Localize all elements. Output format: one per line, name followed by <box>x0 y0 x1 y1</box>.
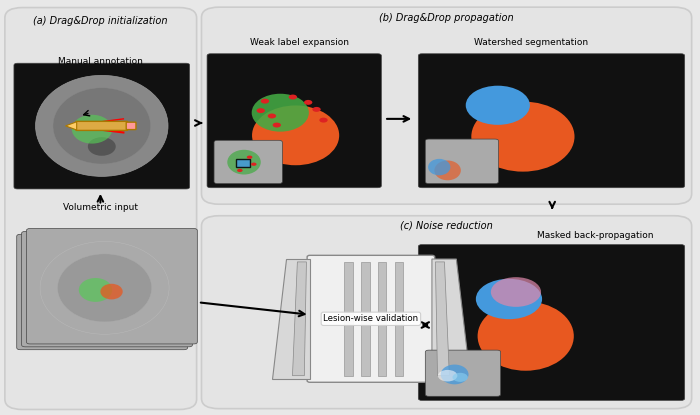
Text: Watershed segmentation: Watershed segmentation <box>474 38 588 46</box>
Circle shape <box>319 117 328 122</box>
Text: Weak label expansion: Weak label expansion <box>251 38 349 46</box>
Circle shape <box>272 122 281 127</box>
Polygon shape <box>272 259 310 378</box>
FancyBboxPatch shape <box>22 232 192 347</box>
Text: (b) Drag&Drop propagation: (b) Drag&Drop propagation <box>379 13 514 23</box>
Bar <box>344 262 353 376</box>
Bar <box>378 262 386 376</box>
Bar <box>361 262 370 376</box>
Ellipse shape <box>252 94 309 132</box>
FancyBboxPatch shape <box>207 54 382 188</box>
Ellipse shape <box>440 364 468 384</box>
Ellipse shape <box>491 277 541 307</box>
Circle shape <box>247 156 253 159</box>
FancyBboxPatch shape <box>426 139 498 183</box>
Ellipse shape <box>435 161 461 180</box>
Circle shape <box>267 114 276 118</box>
Circle shape <box>312 107 321 112</box>
FancyBboxPatch shape <box>202 7 692 204</box>
Ellipse shape <box>252 105 340 165</box>
Text: (c) Noise reduction: (c) Noise reduction <box>400 221 493 231</box>
Circle shape <box>237 169 243 172</box>
Ellipse shape <box>428 159 450 176</box>
Circle shape <box>288 95 297 100</box>
FancyBboxPatch shape <box>76 121 127 130</box>
Circle shape <box>304 100 312 105</box>
Text: Masked back-propagation: Masked back-propagation <box>537 232 654 240</box>
FancyBboxPatch shape <box>307 255 435 382</box>
Polygon shape <box>66 122 77 130</box>
Circle shape <box>261 99 269 104</box>
FancyBboxPatch shape <box>17 234 188 350</box>
Ellipse shape <box>228 150 261 175</box>
FancyBboxPatch shape <box>126 122 136 129</box>
Ellipse shape <box>476 279 542 319</box>
FancyBboxPatch shape <box>419 244 685 400</box>
FancyBboxPatch shape <box>419 54 685 188</box>
Polygon shape <box>435 262 449 376</box>
Ellipse shape <box>477 301 574 371</box>
FancyBboxPatch shape <box>202 216 692 409</box>
Text: (a) Drag&Drop initialization: (a) Drag&Drop initialization <box>33 16 167 26</box>
FancyBboxPatch shape <box>237 159 251 167</box>
Circle shape <box>257 108 265 113</box>
Circle shape <box>251 163 257 166</box>
Ellipse shape <box>471 102 575 172</box>
Ellipse shape <box>53 88 150 164</box>
Ellipse shape <box>452 373 468 382</box>
FancyBboxPatch shape <box>14 63 190 189</box>
Polygon shape <box>293 262 307 376</box>
Ellipse shape <box>72 115 112 144</box>
FancyBboxPatch shape <box>426 350 500 396</box>
FancyBboxPatch shape <box>27 229 197 344</box>
Ellipse shape <box>466 85 530 125</box>
Text: Volumetric input: Volumetric input <box>63 203 138 212</box>
Ellipse shape <box>40 242 169 334</box>
Bar <box>395 262 403 376</box>
FancyBboxPatch shape <box>214 140 282 183</box>
FancyBboxPatch shape <box>5 7 197 410</box>
Ellipse shape <box>57 254 152 322</box>
Ellipse shape <box>100 284 122 300</box>
Ellipse shape <box>79 278 112 302</box>
Text: Lesion-wise validation: Lesion-wise validation <box>323 314 419 323</box>
Ellipse shape <box>36 76 168 176</box>
Ellipse shape <box>438 370 457 381</box>
Ellipse shape <box>88 137 116 156</box>
Polygon shape <box>432 259 470 378</box>
Text: Manual annotation: Manual annotation <box>58 57 143 66</box>
